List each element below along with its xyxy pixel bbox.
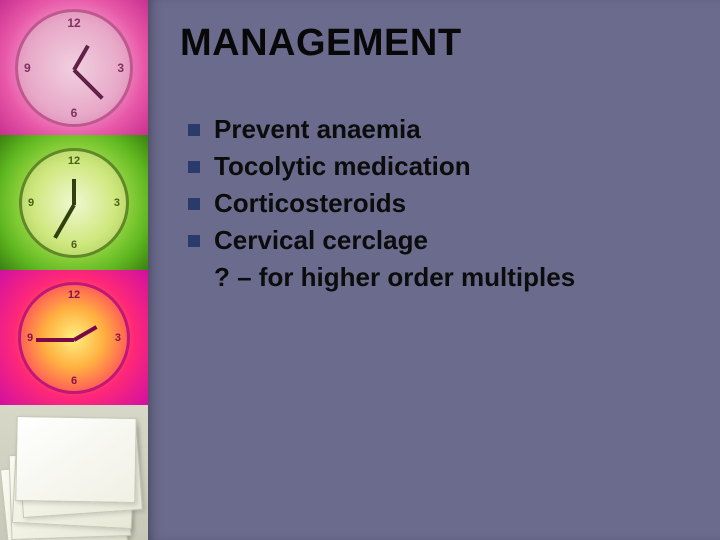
bullet-text: Cervical cerclage <box>214 225 428 255</box>
bullet-item: Corticosteroids <box>186 185 690 222</box>
bullet-text: Corticosteroids <box>214 188 406 218</box>
bullet-subline: ? – for higher order multiples <box>180 259 690 296</box>
sidebar-tile-clock-pink: 12369 <box>0 0 148 135</box>
sidebar-tile-clock-green: 12369 <box>0 135 148 270</box>
bullet-item: Cervical cerclage <box>186 222 690 259</box>
bullet-list: Prevent anaemia Tocolytic medication Cor… <box>180 111 690 259</box>
bullet-text: Prevent anaemia <box>214 114 421 144</box>
bullet-square-icon <box>188 124 200 136</box>
bullet-square-icon <box>188 198 200 210</box>
sidebar-tile-paper-stack <box>0 405 148 540</box>
bullet-square-icon <box>188 161 200 173</box>
bullet-square-icon <box>188 235 200 247</box>
slide-content-area: MANAGEMENT Prevent anaemia Tocolytic med… <box>148 0 720 540</box>
slide-title: MANAGEMENT <box>180 22 690 65</box>
sidebar-tile-clock-neon: 12369 <box>0 270 148 405</box>
sidebar-image-strip: 12369 12369 12369 <box>0 0 148 540</box>
bullet-item: Tocolytic medication <box>186 148 690 185</box>
bullet-text: Tocolytic medication <box>214 151 471 181</box>
bullet-item: Prevent anaemia <box>186 111 690 148</box>
